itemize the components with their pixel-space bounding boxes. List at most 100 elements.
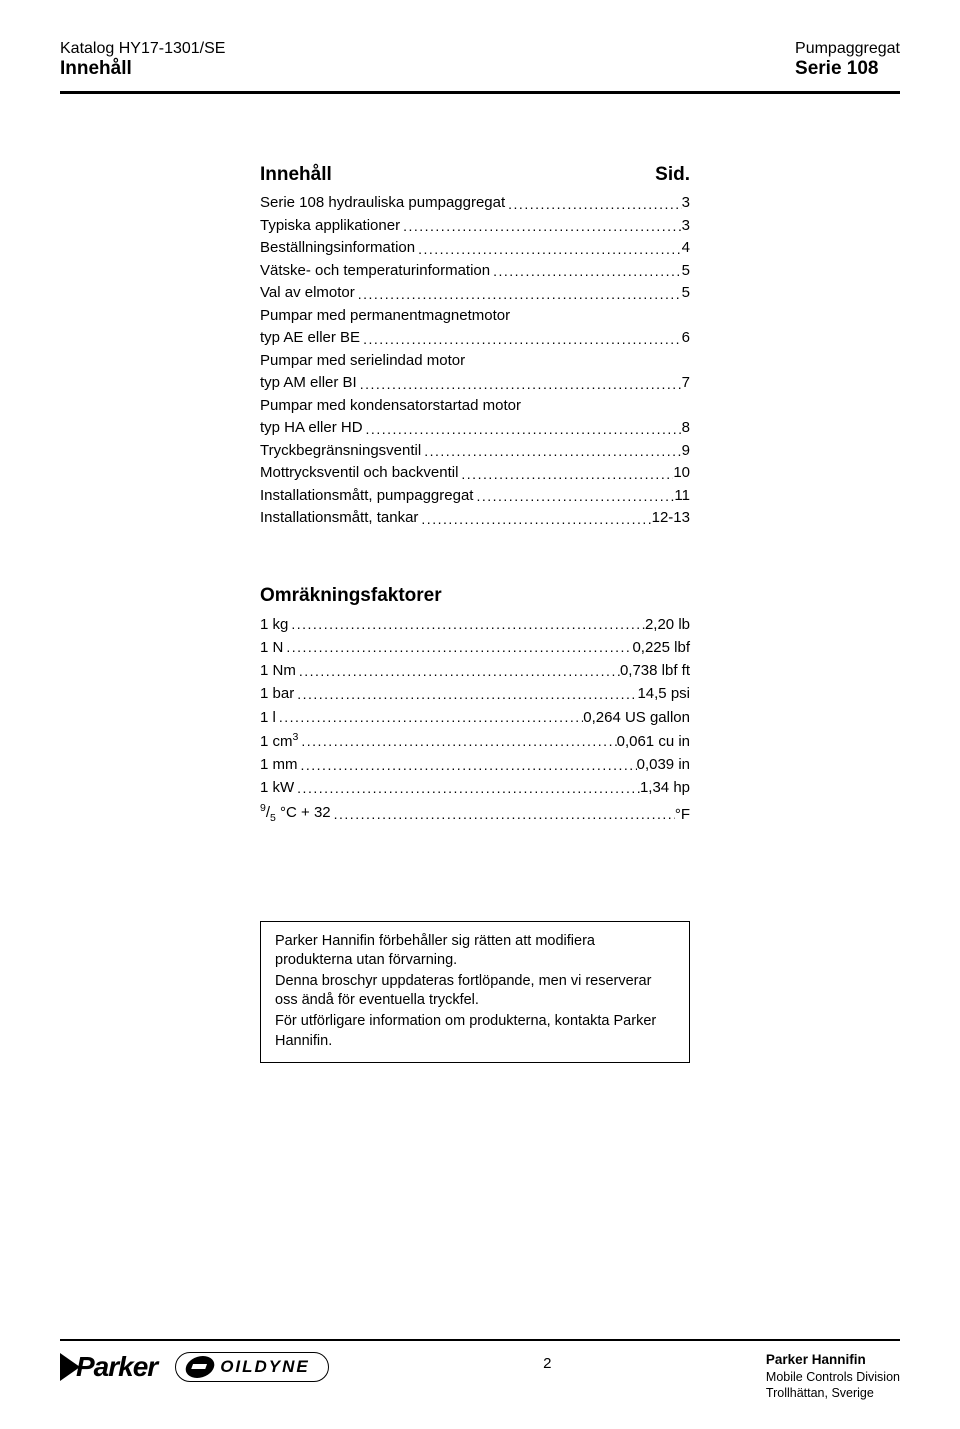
conversion-leader <box>283 637 632 659</box>
toc-heading: Innehåll Sid. <box>260 164 690 186</box>
toc-item: Vätske- och temperaturinformation 5 <box>260 260 690 283</box>
conversion-section: Omräkningsfaktorer 1 kg 2,20 lb 1 N 0,225 l… <box>260 585 690 826</box>
conversion-list: 1 kg2,20 lb1 N0,225 lbf1 Nm0,738 lbf ft1… <box>260 613 690 826</box>
conversion-left: 1 cm3 <box>260 729 298 753</box>
conversion-item: 1 mm 0,039 in <box>260 753 690 776</box>
toc-page: 5 <box>682 260 690 283</box>
footer-division: Mobile Controls Division <box>766 1369 900 1385</box>
conversion-left: 1 Nm <box>260 659 296 682</box>
footer-rule <box>60 1339 900 1341</box>
toc-heading-left: Innehåll <box>260 164 332 186</box>
header-right: Pumpaggregat Serie 108 <box>795 40 900 80</box>
toc-text: Pumpar med serielindad motor <box>260 350 465 373</box>
footer-location: Trollhättan, Sverige <box>766 1385 900 1401</box>
page-header: Katalog HY17-1301/SE Innehåll Pumpaggreg… <box>60 40 900 88</box>
toc-leader <box>355 284 682 305</box>
conversion-leader <box>298 731 616 753</box>
conversion-right: 0,061 cu in <box>617 730 690 753</box>
toc-page: 10 <box>673 462 690 485</box>
footer-company: Parker Hannifin <box>766 1351 900 1369</box>
conversion-item: 1 N 0,225 lbf <box>260 636 690 659</box>
toc-text: Vätske- och temperaturinformation <box>260 260 490 283</box>
conversion-item: 1 kg 2,20 lb <box>260 613 690 636</box>
conversion-right: 0,264 US gallon <box>583 706 690 729</box>
toc-page: 9 <box>682 440 690 463</box>
toc-item: Pumpar med kondensatorstartad motortyp H… <box>260 395 780 440</box>
conversion-item: 1 Nm0,738 lbf ft <box>260 659 690 682</box>
conversion-right: 1,34 hp <box>640 776 690 799</box>
conversion-left: 1 kW <box>260 776 294 799</box>
conversion-leader <box>288 614 645 636</box>
toc-leader <box>360 329 682 350</box>
conversion-leader <box>331 804 675 826</box>
toc-text: Beställningsinformation <box>260 237 415 260</box>
parker-logo-text: Parker <box>76 1351 157 1383</box>
toc-page: 3 <box>682 215 690 238</box>
toc-subtext: typ AE eller BE <box>260 327 360 350</box>
footer-company-info: Parker Hannifin Mobile Controls Division… <box>766 1351 900 1401</box>
toc-leader <box>400 216 682 237</box>
conversion-right: °F <box>675 803 690 826</box>
conversion-item: 1 cm3 0,061 cu in <box>260 729 690 753</box>
toc-text: Mottrycksventil och backventil <box>260 462 458 485</box>
toc-item: Pumpar med serielindad motortyp AM eller… <box>260 350 780 395</box>
conversion-item: 1 l 0,264 US gallon <box>260 706 690 729</box>
toc-list: Serie 108 hydrauliska pumpaggregat3Typis… <box>260 192 780 530</box>
footer-logos: Parker OILDYNE <box>60 1351 329 1383</box>
toc-item: Installationsmått, tankar 12-13 <box>260 507 690 530</box>
toc-leader <box>357 374 682 395</box>
disclaimer-p1: Parker Hannifin förbehåller sig rätten a… <box>275 932 675 971</box>
toc-subtext: typ AM eller BI <box>260 372 357 395</box>
conversion-left: 1 kg <box>260 613 288 636</box>
conversion-left: 1 N <box>260 636 283 659</box>
toc-item: Serie 108 hydrauliska pumpaggregat 3 <box>260 192 690 215</box>
toc-item: Beställningsinformation4 <box>260 237 690 260</box>
toc-text: Val av elmotor <box>260 282 355 305</box>
toc-leader <box>458 464 673 485</box>
conversion-left: 9/5 °C + 32 <box>260 800 331 826</box>
toc-page: 3 <box>682 192 690 215</box>
toc-leader <box>505 194 682 215</box>
conversion-right: 0,225 lbf <box>632 636 690 659</box>
toc-text: Installationsmått, pumpaggregat <box>260 485 473 508</box>
toc-leader <box>418 509 651 530</box>
toc-page: 12-13 <box>652 507 690 530</box>
toc-item: Typiska applikationer 3 <box>260 215 690 238</box>
conversion-leader <box>294 684 637 706</box>
disclaimer-box: Parker Hannifin förbehåller sig rätten a… <box>260 921 690 1063</box>
toc-page: 6 <box>682 327 690 350</box>
toc-text: Installationsmått, tankar <box>260 507 418 530</box>
toc-page: 11 <box>674 485 690 508</box>
toc-leader <box>473 486 674 507</box>
main-content: Innehåll Sid. Serie 108 hydrauliska pump… <box>60 94 780 1399</box>
toc-item: Tryckbegränsningsventil9 <box>260 440 690 463</box>
toc-item: Val av elmotor 5 <box>260 282 690 305</box>
conversion-left: 1 bar <box>260 682 294 705</box>
toc-page: 5 <box>682 282 690 305</box>
header-left: Katalog HY17-1301/SE Innehåll <box>60 40 225 80</box>
toc-leader <box>363 419 682 440</box>
disclaimer-p2: Denna broschyr uppdateras fortlöpande, m… <box>275 972 675 1011</box>
disclaimer-p3: För utförligare information om produkter… <box>275 1012 675 1051</box>
parker-logo: Parker <box>60 1351 157 1383</box>
conversion-right: 0,039 in <box>637 753 690 776</box>
conversion-left: 1 l <box>260 706 276 729</box>
toc-text: Typiska applikationer <box>260 215 400 238</box>
conversion-left: 1 mm <box>260 753 298 776</box>
oildyne-oval-icon <box>183 1356 217 1378</box>
conversion-title: Omräkningsfaktorer <box>260 585 690 607</box>
conversion-right: 2,20 lb <box>645 613 690 636</box>
conversion-leader <box>276 707 583 729</box>
toc-leader <box>490 261 682 282</box>
conversion-leader <box>298 755 637 777</box>
toc-item: Mottrycksventil och backventil 10 <box>260 462 690 485</box>
conversion-item: 9/5 °C + 32 °F <box>260 800 690 826</box>
toc-page: 7 <box>682 372 690 395</box>
toc-text: Serie 108 hydrauliska pumpaggregat <box>260 192 505 215</box>
series-name: Serie 108 <box>795 58 900 80</box>
toc-item: Pumpar med permanentmagnetmotortyp AE el… <box>260 305 780 350</box>
product-category: Pumpaggregat <box>795 40 900 58</box>
toc-page: 8 <box>682 417 690 440</box>
oildyne-logo-text: OILDYNE <box>220 1357 310 1377</box>
section-name: Innehåll <box>60 58 225 80</box>
